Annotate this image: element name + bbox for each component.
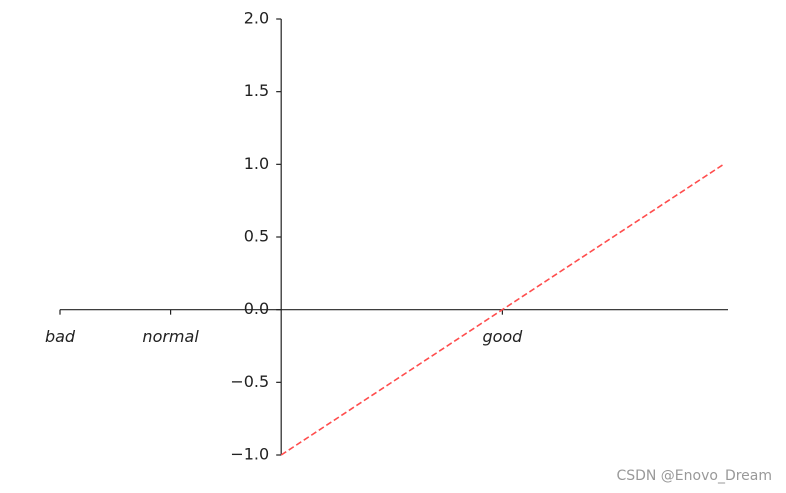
y-tick-label: −1.0 [230, 445, 269, 464]
y-tick-label: 2.0 [244, 9, 269, 28]
data-line [280, 163, 725, 456]
watermark: CSDN @Enovo_Dream [616, 468, 772, 484]
y-tick-label: 1.0 [244, 154, 269, 173]
y-tick-label: −0.5 [230, 372, 269, 391]
y-tick-label: 0.5 [244, 227, 269, 246]
y-tick-label: 1.5 [244, 81, 269, 100]
x-tick-label: good [482, 327, 523, 346]
x-tick-label: bad [45, 327, 76, 346]
x-tick-label: normal [142, 327, 199, 346]
y-tick-label: 0.0 [244, 299, 269, 318]
